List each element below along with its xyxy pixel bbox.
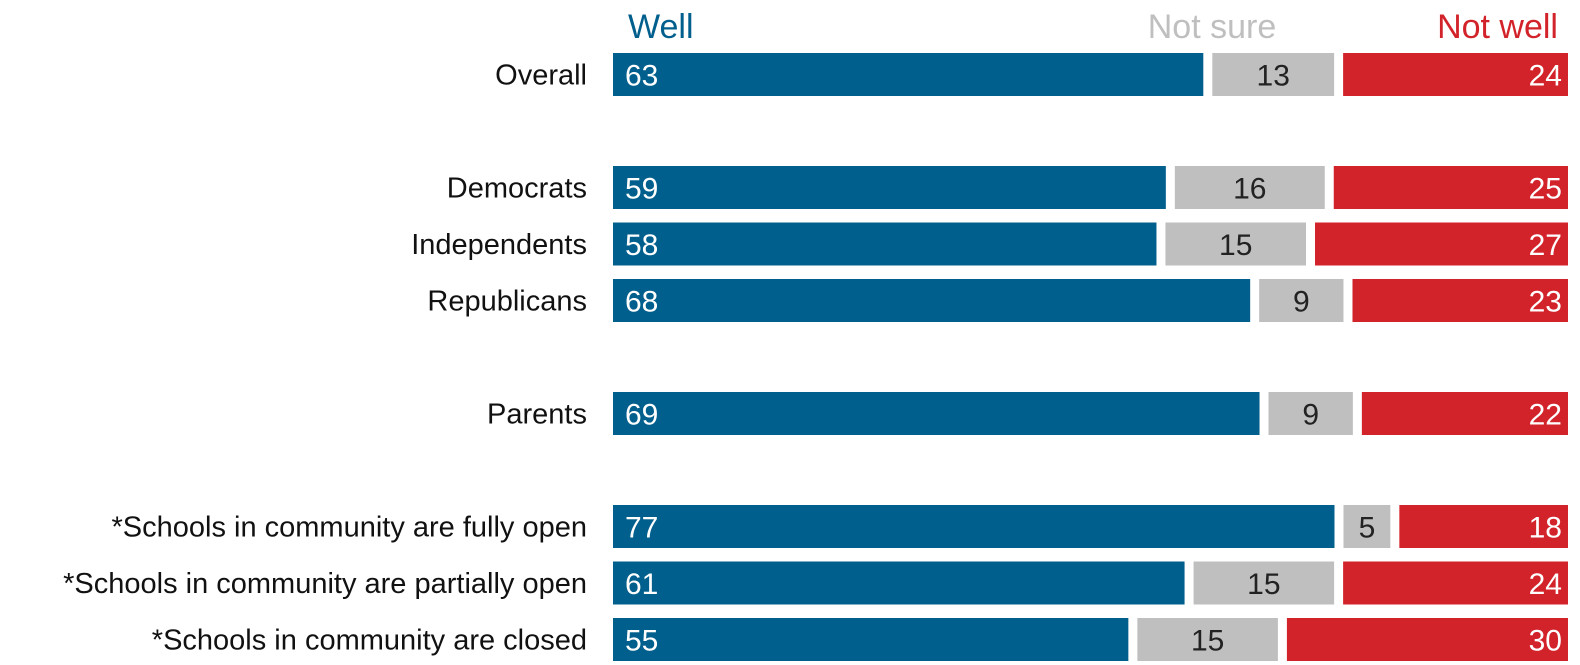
value-label-not-well: 18 [1529, 512, 1562, 545]
value-label-not-sure: 15 [1247, 568, 1280, 601]
value-label-not-well: 22 [1529, 399, 1562, 432]
bar-not-well [1343, 561, 1568, 605]
bar-not-well [1286, 618, 1568, 661]
bar-not-sure [1165, 222, 1307, 266]
bar-not-sure [1137, 618, 1278, 661]
value-label-not-well: 23 [1529, 286, 1562, 319]
bar-row-schools-in-community-are-fully-open: *Schools in community are fully open 77 5 1… [111, 505, 1568, 548]
value-label-not-sure: 9 [1293, 286, 1310, 319]
bar-not-sure [1212, 53, 1335, 96]
bar-not-sure [1259, 279, 1344, 322]
bar-row-overall: Overall 63 13 24 [495, 53, 1568, 96]
value-label-well: 55 [625, 625, 658, 658]
value-label-not-sure: 16 [1233, 173, 1266, 206]
value-label-not-sure: 5 [1359, 512, 1376, 545]
value-label-not-sure: 13 [1257, 60, 1290, 93]
bar-not-well [1399, 505, 1568, 548]
value-label-well: 59 [625, 173, 658, 206]
value-label-not-well: 30 [1529, 625, 1562, 658]
legend-not-well: Not well [1437, 8, 1558, 46]
value-label-not-well: 24 [1529, 568, 1562, 601]
bar-well [613, 392, 1260, 435]
value-label-well: 58 [625, 229, 658, 262]
bar-row-schools-in-community-are-partially-open: *Schools in community are partially open… [63, 561, 1568, 605]
bar-well [613, 561, 1185, 605]
bar-well [613, 505, 1335, 548]
value-label-well: 68 [625, 286, 658, 319]
bar-row-independents: Independents 58 15 27 [411, 222, 1568, 266]
bar-well [613, 53, 1204, 96]
bar-not-well [1343, 53, 1568, 96]
row-label: Parents [487, 399, 587, 431]
row-label: Democrats [447, 173, 587, 205]
bar-well [613, 222, 1157, 266]
bar-row-schools-in-community-are-closed: *Schools in community are closed 55 15 30 [152, 618, 1568, 661]
legend-not-sure: Not sure [1148, 8, 1277, 46]
bar-well [613, 166, 1166, 209]
bar-well [613, 279, 1251, 322]
bar-row-republicans: Republicans 68 9 23 [427, 279, 1568, 322]
value-label-not-well: 27 [1529, 229, 1562, 262]
bar-not-sure [1174, 166, 1325, 209]
row-label: Independents [411, 229, 587, 261]
row-label: *Schools in community are fully open [111, 512, 587, 544]
bar-row-parents: Parents 69 9 22 [487, 392, 1568, 435]
value-label-not-sure: 15 [1219, 229, 1252, 262]
bar-row-democrats: Democrats 59 16 25 [447, 166, 1568, 209]
legend-well: Well [628, 8, 694, 46]
bar-not-well [1361, 392, 1568, 435]
row-label: *Schools in community are closed [152, 625, 587, 657]
bar-not-well [1333, 166, 1568, 209]
value-label-not-sure: 9 [1302, 399, 1319, 432]
bar-not-well [1352, 279, 1568, 322]
bar-well [613, 618, 1129, 661]
bar-not-sure [1268, 392, 1353, 435]
bar-not-sure [1343, 505, 1391, 548]
bar-not-well [1315, 222, 1568, 266]
value-label-well: 61 [625, 568, 658, 601]
legend: Well Not sure Not well [628, 8, 1558, 46]
row-label: *Schools in community are partially open [63, 568, 587, 600]
value-label-not-sure: 15 [1191, 625, 1224, 658]
value-label-well: 63 [625, 60, 658, 93]
row-label: Republicans [427, 286, 587, 318]
bar-not-sure [1193, 561, 1335, 605]
value-label-not-well: 24 [1529, 60, 1562, 93]
value-label-well: 77 [625, 512, 658, 545]
value-label-well: 69 [625, 399, 658, 432]
row-label: Overall [495, 60, 587, 92]
value-label-not-well: 25 [1529, 173, 1562, 206]
